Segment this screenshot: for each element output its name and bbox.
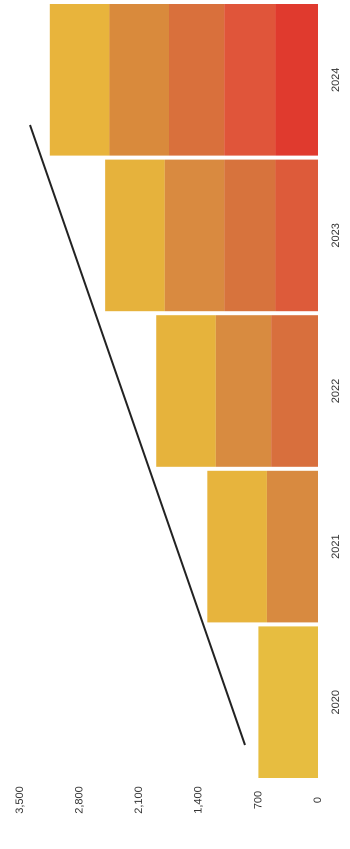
- x-tick-label: 2023: [330, 223, 342, 247]
- x-tick-label: 2021: [330, 534, 342, 558]
- y-tick-label: 3,500: [14, 786, 26, 814]
- bar-segment: [207, 470, 267, 623]
- bar-segment: [224, 159, 276, 312]
- y-tick-label: 1,400: [193, 786, 205, 814]
- bar-segment: [156, 315, 216, 467]
- y-tick-label: 2,800: [74, 786, 86, 814]
- x-tick-label: 2024: [330, 68, 342, 92]
- y-tick-label: 700: [252, 791, 264, 809]
- bar-segment: [164, 159, 225, 312]
- bar-segment: [224, 4, 276, 156]
- bar-segment: [258, 626, 318, 778]
- bar-segment: [49, 4, 110, 156]
- bar-segment: [275, 4, 318, 156]
- y-tick-label: 0: [312, 797, 324, 803]
- bar-segment: [275, 159, 318, 312]
- bar-segment: [105, 159, 165, 312]
- bar-segment: [271, 315, 318, 467]
- x-tick-label: 2020: [330, 690, 342, 714]
- x-tick-label: 2022: [330, 379, 342, 403]
- bar-segment: [266, 470, 318, 623]
- bar-segment: [169, 4, 225, 156]
- y-tick-label: 2,100: [133, 786, 145, 814]
- bar-segment: [215, 315, 272, 467]
- trend-line: [29, 124, 246, 746]
- bar-segment: [109, 4, 169, 156]
